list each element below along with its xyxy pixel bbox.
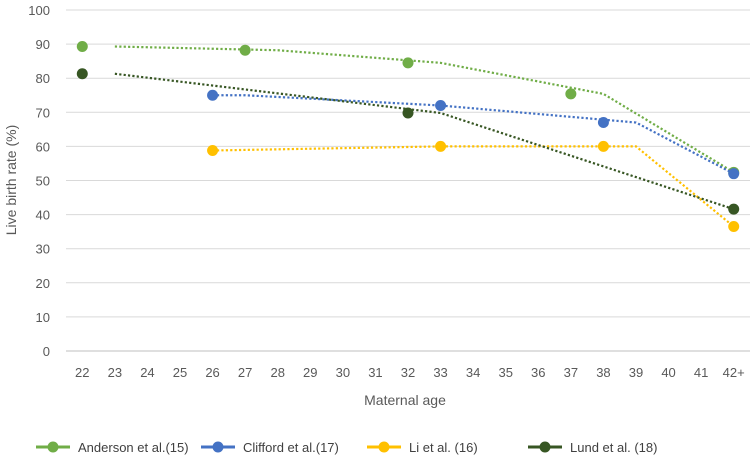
series (76, 40, 740, 178)
x-tick-label: 30 (336, 365, 350, 380)
y-axis-tick-labels: 0 10 20 30 40 50 60 70 80 90 100 (28, 3, 50, 359)
legend: Anderson et al.(15) Clifford et al.(17) Li… (36, 440, 657, 455)
y-tick-label: 30 (36, 242, 50, 257)
series (207, 89, 740, 180)
x-tick-label: 33 (433, 365, 447, 380)
x-tick-label: 23 (108, 365, 122, 380)
legend-label: Li et al. (16) (409, 440, 478, 455)
legend-item: Clifford et al.(17) (201, 440, 339, 455)
x-tick-label: 28 (270, 365, 284, 380)
x-tick-label: 41 (694, 365, 708, 380)
data-point (239, 44, 251, 56)
x-tick-label: 35 (498, 365, 512, 380)
legend-item: Anderson et al.(15) (36, 440, 189, 455)
data-point (207, 89, 219, 101)
legend-swatch-marker (212, 441, 224, 453)
x-tick-label: 42+ (723, 365, 745, 380)
x-tick-label: 32 (401, 365, 415, 380)
y-tick-label: 40 (36, 208, 50, 223)
y-tick-label: 70 (36, 105, 50, 120)
data-point (435, 99, 447, 111)
x-axis-tick-labels: 22 23 24 25 26 27 28 29 30 31 32 33 34 35 36 37 38 39 40 41… (75, 365, 745, 380)
data-point (207, 144, 219, 156)
legend-label: Lund et al. (18) (570, 440, 657, 455)
legend-swatch-marker (378, 441, 390, 453)
series-trendline (212, 94, 735, 175)
data-point (402, 107, 414, 119)
data-point (728, 203, 740, 215)
gridlines (66, 9, 750, 352)
data-point (597, 117, 609, 129)
legend-label: Clifford et al.(17) (243, 440, 339, 455)
data-point (597, 140, 609, 152)
legend-item: Lund et al. (18) (528, 440, 657, 455)
data-point (402, 57, 414, 69)
x-tick-label: 27 (238, 365, 252, 380)
data-point (76, 68, 88, 80)
legend-swatch-marker (47, 441, 59, 453)
data-point (435, 140, 447, 152)
data-point (728, 168, 740, 180)
legend-swatch-marker (539, 441, 551, 453)
x-tick-label: 25 (173, 365, 187, 380)
y-tick-label: 0 (43, 344, 50, 359)
x-tick-label: 29 (303, 365, 317, 380)
x-tick-label: 26 (205, 365, 219, 380)
data-point (728, 221, 740, 233)
series-trendline (114, 72, 735, 211)
y-axis-title: Live birth rate (%) (3, 125, 19, 235)
x-tick-label: 22 (75, 365, 89, 380)
data-point (76, 40, 88, 52)
y-tick-label: 60 (36, 139, 50, 154)
x-tick-label: 24 (140, 365, 154, 380)
x-tick-label: 38 (596, 365, 610, 380)
series-trendline (114, 45, 735, 174)
legend-label: Anderson et al.(15) (78, 440, 189, 455)
series (76, 68, 740, 215)
y-tick-label: 80 (36, 71, 50, 86)
x-tick-label: 39 (629, 365, 643, 380)
y-tick-label: 100 (28, 3, 50, 18)
y-tick-label: 50 (36, 174, 50, 189)
data-point (565, 88, 577, 100)
series (207, 140, 740, 233)
y-tick-label: 90 (36, 37, 50, 52)
x-tick-label: 40 (661, 365, 675, 380)
x-tick-label: 31 (368, 365, 382, 380)
x-tick-label: 34 (466, 365, 480, 380)
series-layer (76, 40, 740, 233)
y-tick-label: 20 (36, 276, 50, 291)
legend-item: Li et al. (16) (367, 440, 478, 455)
series-trendline (212, 145, 735, 228)
x-tick-label: 36 (531, 365, 545, 380)
x-axis-title: Maternal age (364, 392, 446, 408)
x-tick-label: 37 (564, 365, 578, 380)
y-tick-label: 10 (36, 310, 50, 325)
